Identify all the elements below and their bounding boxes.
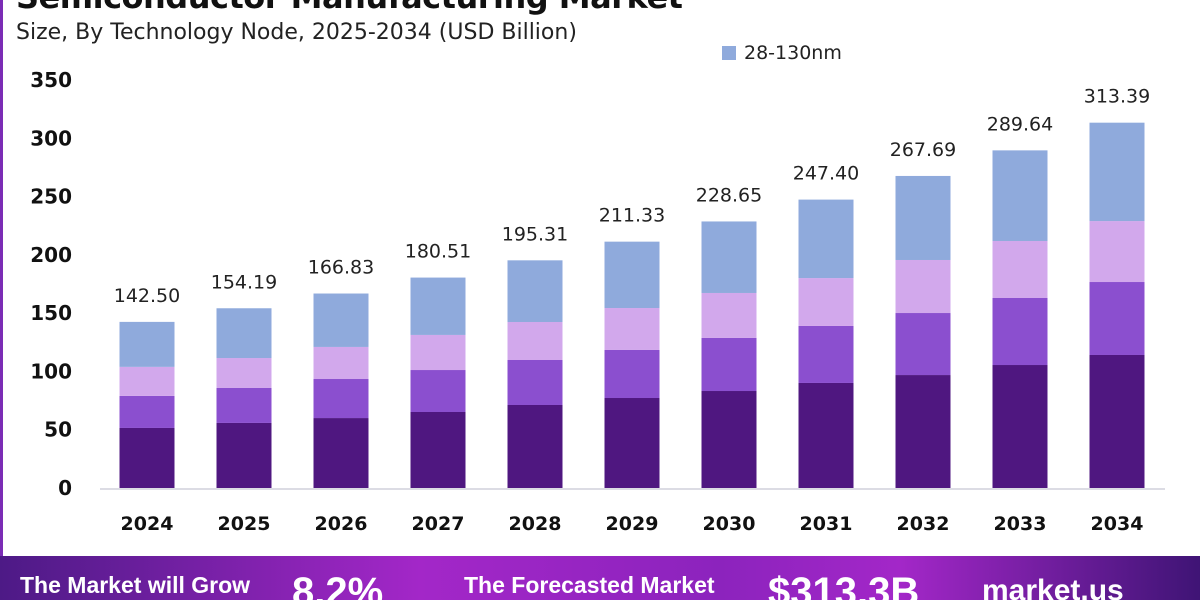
bar-segment-2029-0 — [604, 398, 660, 488]
x-tick-label: 2024 — [121, 513, 174, 535]
y-tick-label: 250 — [30, 185, 72, 209]
bar-segment-2034-0 — [1089, 354, 1145, 488]
x-tick-label: 2026 — [315, 513, 368, 535]
y-tick-label: 50 — [44, 418, 72, 442]
x-tick-label: 2029 — [606, 513, 659, 535]
total-label: 313.39 — [1084, 86, 1150, 108]
x-tick-label: 2030 — [703, 513, 756, 535]
market-us-logo: market.us — [982, 574, 1124, 600]
y-tick-label: 150 — [30, 301, 72, 325]
x-tick-label: 2033 — [994, 513, 1047, 535]
bar-segment-2025-0 — [216, 422, 272, 488]
y-tick-label: 350 — [30, 68, 72, 92]
forecast-label: The Forecasted Market — [464, 572, 715, 598]
bar-segment-2025-2 — [216, 358, 272, 388]
legend: 28-130nm — [722, 42, 842, 64]
bar-segment-2030-0 — [701, 391, 757, 488]
bar-segment-2028-2 — [507, 322, 563, 361]
x-tick-label: 2025 — [218, 513, 271, 535]
legend-label: 28-130nm — [744, 42, 842, 64]
bar-segment-2031-2 — [798, 278, 854, 326]
y-tick-label: 0 — [58, 476, 72, 500]
bar-segment-2026-2 — [313, 346, 369, 380]
bar-segment-2032-0 — [895, 375, 951, 488]
legend-swatch — [722, 46, 736, 60]
bar-segment-2032-3 — [895, 175, 951, 260]
y-tick-label: 200 — [30, 243, 72, 267]
bar-segment-2024-0 — [119, 427, 175, 488]
total-label: 228.65 — [696, 184, 762, 206]
bar-segment-2030-2 — [701, 292, 757, 338]
bar-segment-2029-3 — [604, 241, 660, 309]
bar-segment-2028-1 — [507, 360, 563, 406]
y-tick-label: 100 — [30, 359, 72, 383]
bar-segment-2032-2 — [895, 259, 951, 314]
bar-segment-2026-0 — [313, 418, 369, 488]
bar-segment-2031-0 — [798, 382, 854, 488]
bar-segment-2027-0 — [410, 411, 466, 488]
total-label: 289.64 — [987, 113, 1053, 135]
bar-segment-2027-2 — [410, 334, 466, 371]
grow-label: The Market will Grow — [20, 572, 251, 598]
bar-segment-2030-1 — [701, 337, 757, 392]
forecast-value: $313.3B — [768, 570, 920, 600]
bar-segment-2025-3 — [216, 308, 272, 359]
bar-segment-2032-1 — [895, 313, 951, 376]
bar-segment-2034-2 — [1089, 221, 1145, 283]
bar-segment-2024-2 — [119, 366, 175, 396]
bar-segment-2033-0 — [992, 365, 1048, 488]
bar-segment-2034-3 — [1089, 122, 1145, 222]
bar-segment-2026-3 — [313, 293, 369, 347]
x-tick-label: 2031 — [800, 513, 853, 535]
bar-segment-2028-0 — [507, 405, 563, 488]
chart-title: Semiconductor Manufacturing Market — [16, 0, 683, 16]
bar-segment-2025-1 — [216, 387, 272, 423]
stacked-bar-chart: 0 50 100 150 200 250 300 350 142.50 2024 154.19 202… — [30, 68, 1165, 535]
total-label: 247.40 — [793, 163, 859, 185]
bar-segment-2031-3 — [798, 199, 854, 279]
bar-segment-2027-1 — [410, 370, 466, 412]
x-tick-label: 2032 — [897, 513, 950, 535]
bar-segment-2033-1 — [992, 297, 1048, 366]
cagr-value: 8.2% — [292, 570, 384, 600]
bar-segment-2024-1 — [119, 395, 175, 428]
bar-segment-2024-3 — [119, 321, 175, 367]
y-tick-label: 300 — [30, 126, 72, 150]
total-label: 180.51 — [405, 241, 471, 263]
bar-segment-2029-2 — [604, 308, 660, 350]
x-tick-label: 2034 — [1091, 513, 1144, 535]
bar-segment-2031-1 — [798, 325, 854, 383]
total-label: 195.31 — [502, 223, 568, 245]
bar-segment-2029-1 — [604, 349, 660, 399]
total-label: 142.50 — [114, 285, 180, 307]
bar-segment-2033-2 — [992, 240, 1048, 298]
left-accent-border — [0, 0, 3, 556]
bar-segment-2030-3 — [701, 221, 757, 293]
total-label: 154.19 — [211, 271, 277, 293]
total-label: 211.33 — [599, 205, 665, 227]
bar-segment-2026-1 — [313, 379, 369, 419]
x-tick-label: 2028 — [509, 513, 562, 535]
bar-segment-2034-1 — [1089, 282, 1145, 355]
total-label: 267.69 — [890, 139, 956, 161]
footer-banner: The Market will Grow 8.2% The Forecasted… — [0, 556, 1200, 600]
bar-segment-2028-3 — [507, 260, 563, 323]
bar-segment-2027-3 — [410, 277, 466, 335]
total-label: 166.83 — [308, 257, 374, 279]
x-tick-label: 2027 — [412, 513, 465, 535]
bar-segment-2033-3 — [992, 150, 1048, 241]
chart-subtitle: Size, By Technology Node, 2025-2034 (USD… — [16, 20, 577, 45]
